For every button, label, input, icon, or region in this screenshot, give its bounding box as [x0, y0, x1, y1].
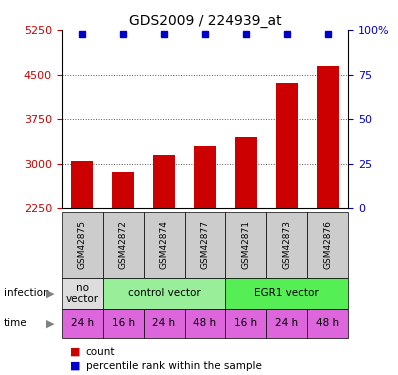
Bar — [266, 309, 307, 338]
Text: time: time — [4, 318, 27, 328]
Text: 16 h: 16 h — [111, 318, 135, 328]
Title: GDS2009 / 224939_at: GDS2009 / 224939_at — [129, 13, 281, 28]
Bar — [62, 309, 103, 338]
Text: EGR1 vector: EGR1 vector — [254, 288, 319, 298]
Bar — [62, 278, 103, 309]
Bar — [307, 212, 348, 278]
Text: percentile rank within the sample: percentile rank within the sample — [86, 361, 261, 370]
Text: 24 h: 24 h — [70, 318, 94, 328]
Bar — [225, 309, 266, 338]
Bar — [153, 154, 175, 208]
Bar — [62, 212, 103, 278]
Text: ■: ■ — [70, 347, 80, 357]
Text: GSM42872: GSM42872 — [119, 220, 128, 269]
Text: infection: infection — [4, 288, 50, 298]
Bar — [225, 278, 348, 309]
Bar — [307, 309, 348, 338]
Text: GSM42877: GSM42877 — [201, 220, 209, 269]
Bar — [71, 160, 94, 208]
Text: count: count — [86, 347, 115, 357]
Bar — [194, 146, 216, 208]
Text: ▶: ▶ — [46, 288, 54, 298]
Bar — [144, 212, 185, 278]
Text: 48 h: 48 h — [193, 318, 217, 328]
Text: GSM42873: GSM42873 — [282, 220, 291, 269]
Bar — [275, 84, 298, 208]
Bar — [235, 137, 257, 208]
Text: GSM42874: GSM42874 — [160, 220, 168, 269]
Bar — [316, 66, 339, 208]
Text: 16 h: 16 h — [234, 318, 258, 328]
Text: 48 h: 48 h — [316, 318, 339, 328]
Text: control vector: control vector — [128, 288, 201, 298]
Bar — [225, 212, 266, 278]
Text: no
vector: no vector — [66, 283, 99, 304]
Bar — [103, 212, 144, 278]
Text: GSM42875: GSM42875 — [78, 220, 87, 269]
Text: 24 h: 24 h — [152, 318, 176, 328]
Bar — [144, 309, 185, 338]
Text: 24 h: 24 h — [275, 318, 298, 328]
Bar — [266, 212, 307, 278]
Text: ■: ■ — [70, 361, 80, 370]
Bar — [185, 309, 225, 338]
Bar — [112, 172, 135, 208]
Bar — [185, 212, 225, 278]
Text: ▶: ▶ — [46, 318, 54, 328]
Text: GSM42871: GSM42871 — [242, 220, 250, 269]
Text: GSM42876: GSM42876 — [323, 220, 332, 269]
Bar — [103, 309, 144, 338]
Bar — [103, 278, 225, 309]
